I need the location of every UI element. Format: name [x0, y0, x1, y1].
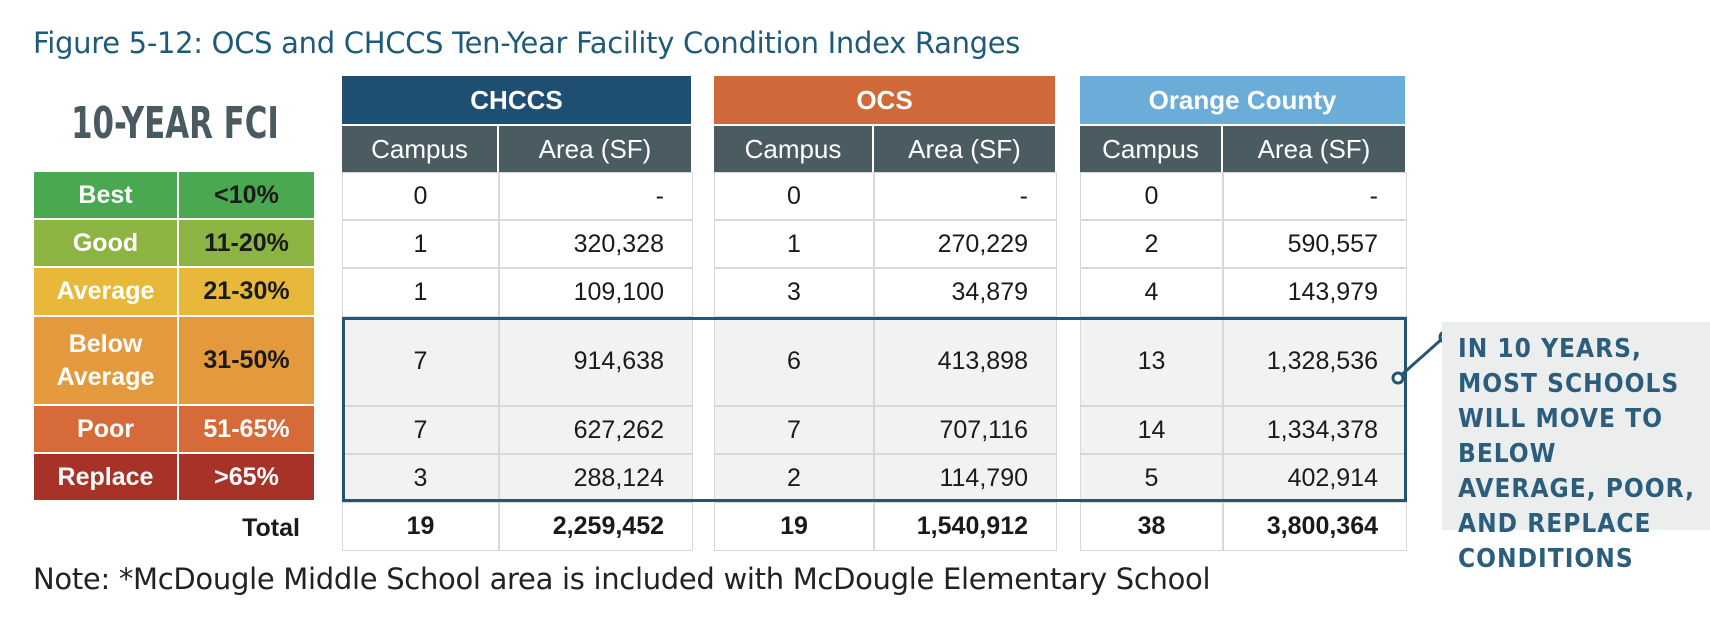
cell-area-chccs-5: 288,124: [499, 454, 693, 502]
cell-campus-chccs-5: 3: [342, 454, 499, 502]
cell-area-orange-county-3: 1,328,536: [1223, 317, 1407, 406]
cell-total-area-chccs: 2,259,452: [499, 502, 693, 551]
col-header-campus-chccs: Campus: [342, 124, 499, 172]
cell-area-ocs-4: 707,116: [874, 406, 1057, 454]
legend-range-best: <10%: [179, 172, 316, 220]
legend-label-average: Average: [34, 268, 179, 317]
cell-campus-chccs-2: 1: [342, 268, 499, 317]
cell-campus-orange-county-0: 0: [1080, 172, 1223, 220]
cell-area-ocs-0: -: [874, 172, 1057, 220]
col-header-area-chccs: Area (SF): [499, 124, 693, 172]
total-label: Total: [242, 513, 300, 542]
col-header-campus-orange-county: Campus: [1080, 124, 1223, 172]
cell-campus-ocs-5: 2: [714, 454, 874, 502]
group-header-ocs: OCS: [714, 76, 1057, 124]
legend-label-replace: Replace: [34, 454, 179, 502]
cell-area-orange-county-1: 590,557: [1223, 220, 1407, 268]
legend-range-replace: >65%: [179, 454, 316, 502]
callout-box: In 10 years, most schools will move to b…: [1442, 322, 1710, 574]
legend-label-best: Best: [34, 172, 179, 220]
cell-area-ocs-5: 114,790: [874, 454, 1057, 502]
cell-campus-ocs-0: 0: [714, 172, 874, 220]
legend-range-good: 11-20%: [179, 220, 316, 268]
col-header-campus-ocs: Campus: [714, 124, 874, 172]
cell-campus-chccs-3: 7: [342, 317, 499, 406]
cell-campus-orange-county-2: 4: [1080, 268, 1223, 317]
legend-range-below-average: 31-50%: [179, 317, 316, 406]
footnote: Note: *McDougle Middle School area is in…: [33, 562, 1211, 596]
cell-area-chccs-4: 627,262: [499, 406, 693, 454]
cell-area-chccs-3: 914,638: [499, 317, 693, 406]
cell-area-ocs-3: 413,898: [874, 317, 1057, 406]
cell-total-campus-chccs: 19: [342, 502, 499, 551]
cell-campus-chccs-0: 0: [342, 172, 499, 220]
cell-area-ocs-2: 34,879: [874, 268, 1057, 317]
col-header-area-orange-county: Area (SF): [1223, 124, 1407, 172]
callout-text: In 10 years, most schools will move to b…: [1458, 334, 1696, 574]
cell-area-orange-county-5: 402,914: [1223, 454, 1407, 502]
figure-title: Figure 5-12: OCS and CHCCS Ten-Year Faci…: [33, 26, 1021, 60]
legend-range-poor: 51-65%: [179, 406, 316, 454]
cell-campus-ocs-2: 3: [714, 268, 874, 317]
legend-label-poor: Poor: [34, 406, 179, 454]
legend-label-below-average: Below Average: [34, 317, 179, 406]
cell-total-campus-orange-county: 38: [1080, 502, 1223, 551]
cell-campus-orange-county-1: 2: [1080, 220, 1223, 268]
group-header-chccs: CHCCS: [342, 76, 693, 124]
legend-range-average: 21-30%: [179, 268, 316, 317]
cell-campus-orange-county-4: 14: [1080, 406, 1223, 454]
col-header-area-ocs: Area (SF): [874, 124, 1057, 172]
cell-campus-ocs-3: 6: [714, 317, 874, 406]
cell-campus-orange-county-3: 13: [1080, 317, 1223, 406]
cell-area-chccs-2: 109,100: [499, 268, 693, 317]
cell-campus-orange-county-5: 5: [1080, 454, 1223, 502]
cell-area-ocs-1: 270,229: [874, 220, 1057, 268]
group-header-orange-county: Orange County: [1080, 76, 1407, 124]
cell-area-chccs-1: 320,328: [499, 220, 693, 268]
cell-area-chccs-0: -: [499, 172, 693, 220]
cell-campus-ocs-4: 7: [714, 406, 874, 454]
cell-area-orange-county-2: 143,979: [1223, 268, 1407, 317]
cell-area-orange-county-4: 1,334,378: [1223, 406, 1407, 454]
cell-campus-chccs-4: 7: [342, 406, 499, 454]
legend-label-good: Good: [34, 220, 179, 268]
cell-campus-chccs-1: 1: [342, 220, 499, 268]
cell-total-campus-ocs: 19: [714, 502, 874, 551]
cell-area-orange-county-0: -: [1223, 172, 1407, 220]
fci-legend-heading: 10-YEAR FCI: [71, 98, 279, 149]
cell-total-area-orange-county: 3,800,364: [1223, 502, 1407, 551]
cell-campus-ocs-1: 1: [714, 220, 874, 268]
cell-total-area-ocs: 1,540,912: [874, 502, 1057, 551]
